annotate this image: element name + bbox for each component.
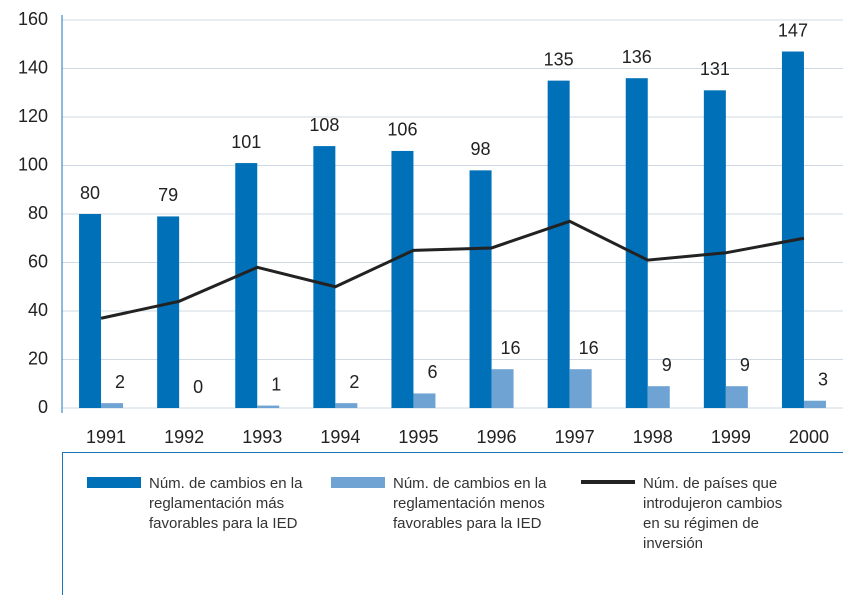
- value-label: 135: [544, 49, 574, 69]
- value-label: 9: [662, 355, 672, 375]
- bar: [803, 400, 826, 408]
- bar: [547, 80, 570, 408]
- value-label: 0: [193, 377, 203, 397]
- chart: 0204060801001201401601991802199279019931…: [18, 9, 843, 447]
- legend-item: Núm. de países que introdujeron cambios …: [581, 474, 793, 554]
- legend-label: Núm. de cambios en la reglamentación men…: [393, 475, 547, 532]
- y-tick-label: 0: [38, 397, 48, 417]
- y-tick-label: 100: [18, 154, 48, 174]
- x-tick-label: 1992: [164, 427, 204, 447]
- x-tick-label: 1994: [320, 427, 360, 447]
- y-tick-label: 140: [18, 57, 48, 77]
- legend-label: Núm. de países que introdujeron cambios …: [643, 475, 783, 552]
- value-label: 1: [271, 374, 281, 394]
- y-tick-label: 60: [28, 251, 48, 271]
- value-label: 98: [471, 139, 491, 159]
- value-label: 16: [501, 338, 521, 358]
- value-label: 16: [579, 338, 599, 358]
- x-tick-label: 1999: [711, 427, 751, 447]
- x-tick-label: 1997: [555, 427, 595, 447]
- value-label: 80: [80, 183, 100, 203]
- bar: [625, 78, 648, 408]
- value-label: 2: [115, 372, 125, 392]
- bar: [703, 90, 726, 408]
- legend-item: Núm. de cambios en la reglamentación más…: [87, 474, 319, 534]
- y-tick-label: 160: [18, 9, 48, 29]
- bar: [413, 393, 436, 408]
- x-tick-label: 1991: [86, 427, 126, 447]
- y-tick-label: 20: [28, 348, 48, 368]
- bar: [235, 163, 258, 408]
- y-tick-label: 40: [28, 300, 48, 320]
- legend: Núm. de cambios en la reglamentación más…: [62, 452, 843, 595]
- bar: [725, 386, 748, 408]
- legend-item: Núm. de cambios en la reglamentación men…: [331, 474, 563, 534]
- legend-swatch: [331, 477, 385, 488]
- bar: [257, 405, 280, 408]
- legend-swatch: [581, 480, 635, 484]
- legend-label: Núm. de cambios en la reglamentación más…: [149, 475, 303, 532]
- bar: [569, 369, 592, 408]
- value-label: 6: [427, 362, 437, 382]
- y-tick-label: 120: [18, 106, 48, 126]
- x-tick-label: 1995: [398, 427, 438, 447]
- value-label: 9: [740, 355, 750, 375]
- bar: [469, 170, 492, 408]
- bar: [491, 369, 514, 408]
- bar: [391, 150, 414, 408]
- y-tick-label: 80: [28, 203, 48, 223]
- value-label: 147: [778, 20, 808, 40]
- bar: [157, 216, 180, 408]
- x-tick-label: 1993: [242, 427, 282, 447]
- value-label: 3: [818, 369, 828, 389]
- value-label: 136: [622, 47, 652, 67]
- value-label: 79: [158, 185, 178, 205]
- bar: [313, 146, 336, 408]
- line: [100, 219, 805, 320]
- x-tick-label: 1998: [633, 427, 673, 447]
- legend-swatch: [87, 477, 141, 488]
- x-tick-label: 1996: [477, 427, 517, 447]
- value-label: 131: [700, 59, 730, 79]
- bar: [335, 403, 358, 408]
- value-label: 106: [387, 120, 417, 140]
- bar: [101, 403, 124, 408]
- bar: [647, 386, 670, 408]
- value-label: 101: [231, 132, 261, 152]
- bar: [79, 214, 102, 408]
- value-label: 2: [349, 372, 359, 392]
- x-tick-label: 2000: [789, 427, 829, 447]
- value-label: 108: [309, 115, 339, 135]
- bar: [781, 51, 804, 409]
